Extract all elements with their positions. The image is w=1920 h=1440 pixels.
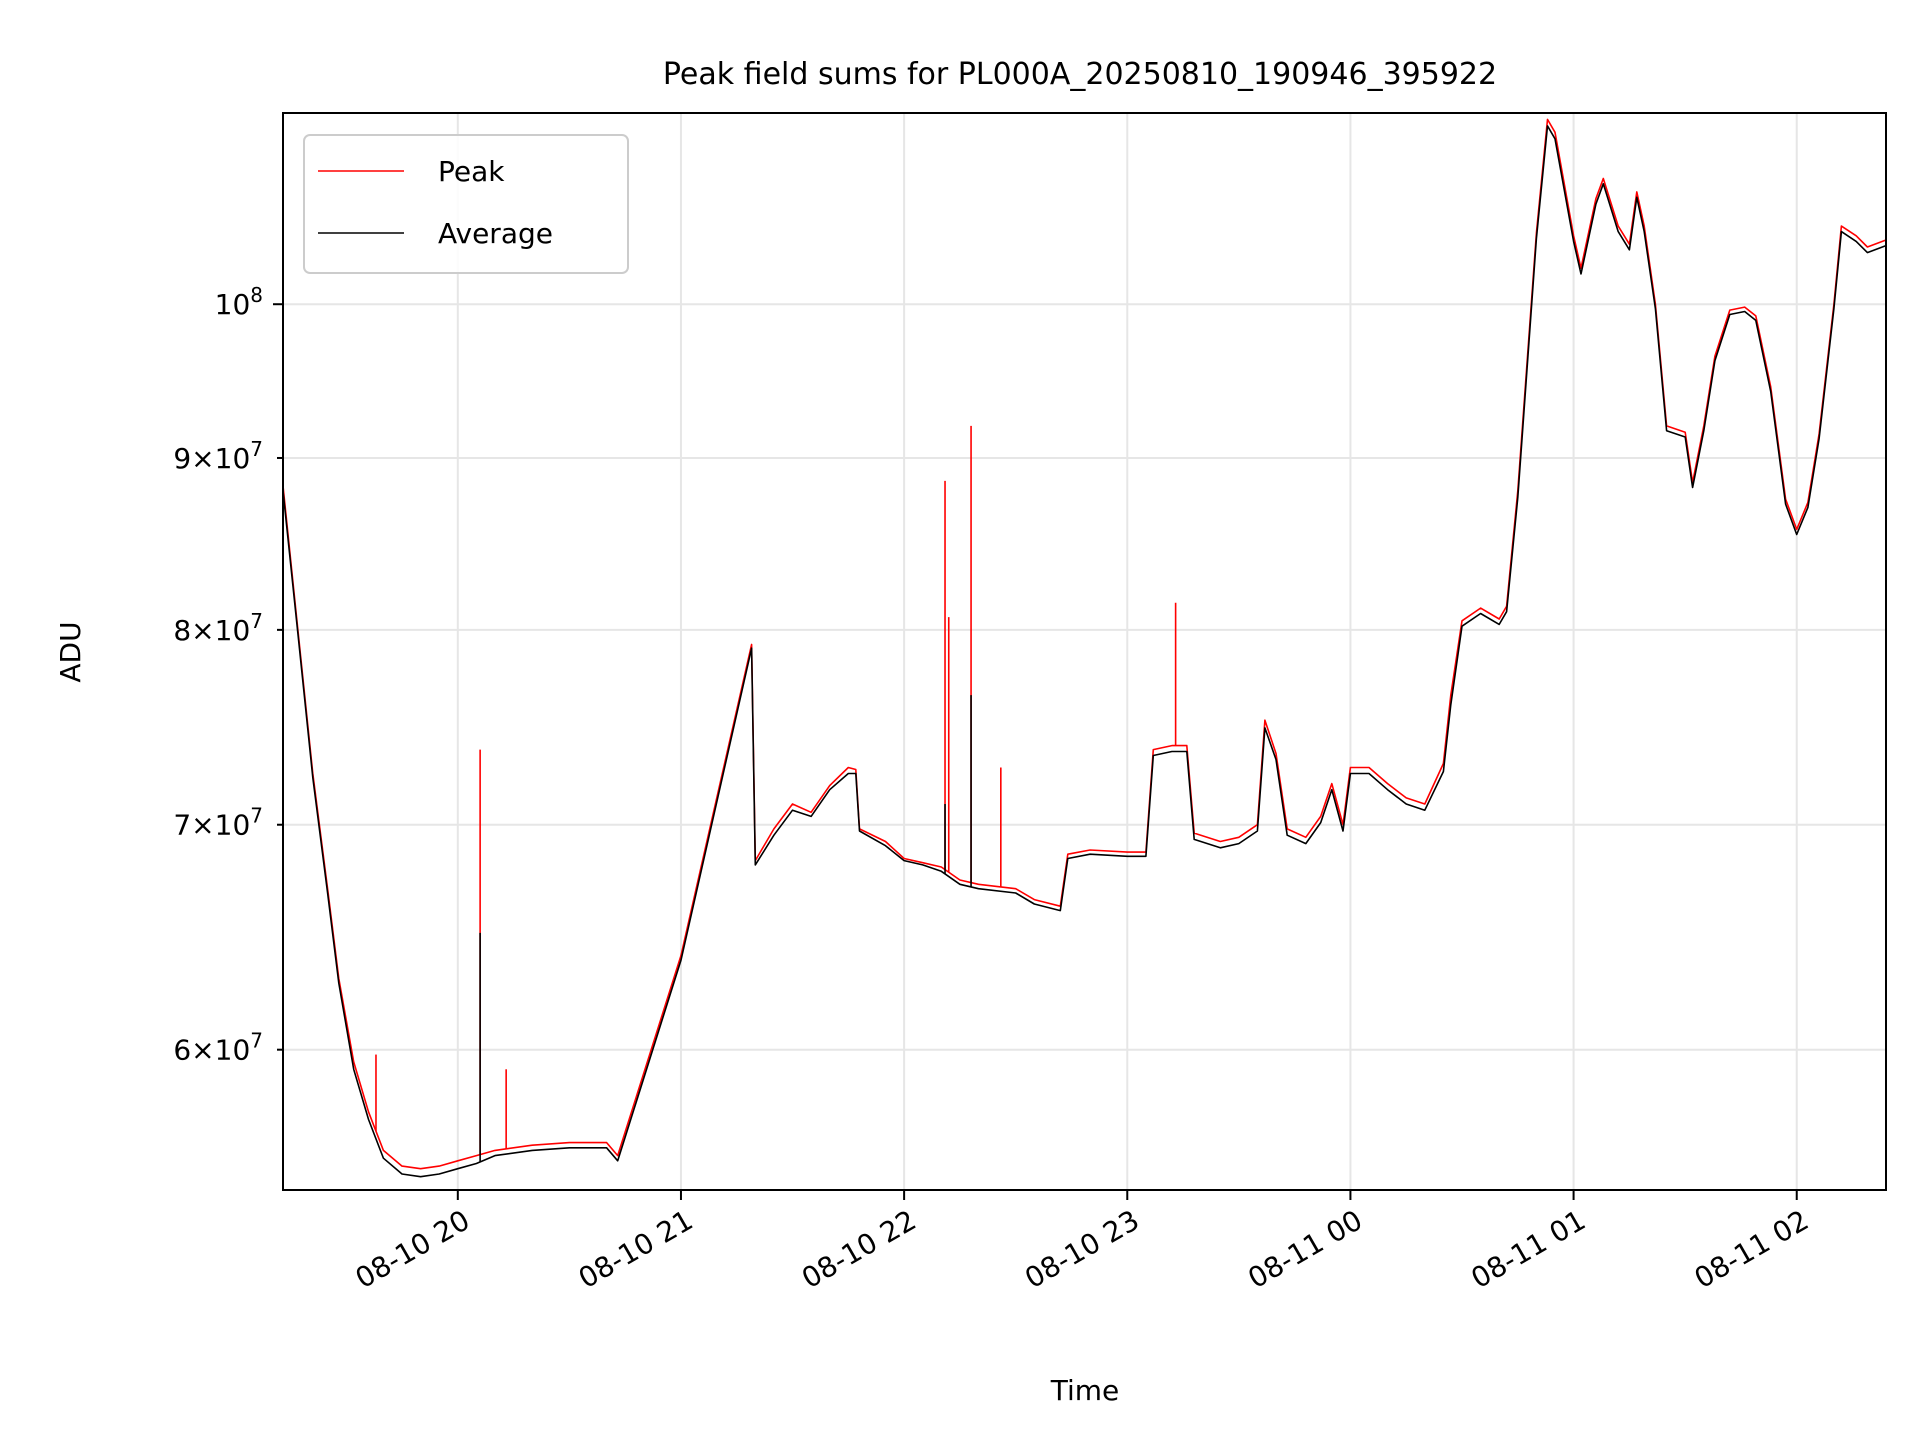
y-axis-label: ADU bbox=[54, 621, 87, 682]
plot-area bbox=[282, 112, 1887, 1191]
series-line-average bbox=[282, 125, 1887, 1178]
legend-label-average: Average bbox=[438, 217, 553, 250]
y-tick-label: 9×107 bbox=[173, 437, 263, 475]
series-lines bbox=[282, 118, 1887, 1178]
y-tick-label: 7×107 bbox=[173, 804, 263, 842]
legend-box bbox=[303, 134, 629, 274]
y-tick-label: 6×107 bbox=[173, 1029, 263, 1067]
legend-label-peak: Peak bbox=[438, 155, 505, 188]
grid-lines bbox=[283, 113, 1886, 1190]
y-tick-label: 8×107 bbox=[173, 609, 263, 647]
legend: Peak Average bbox=[303, 134, 629, 274]
chart-title: Peak field sums for PL000A_20250810_1909… bbox=[663, 57, 1497, 92]
x-axis-label: Time bbox=[1050, 1374, 1120, 1407]
series-line-peak bbox=[282, 118, 1887, 1170]
